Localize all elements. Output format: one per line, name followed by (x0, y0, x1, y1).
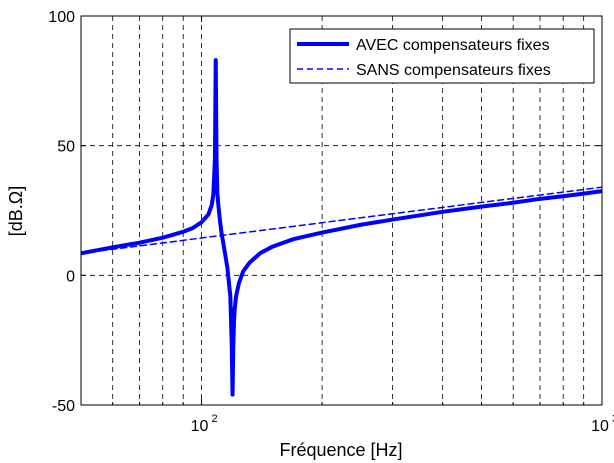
legend-label-sans: SANS compensateurs fixes (356, 62, 551, 79)
y-axis-label: [dB.Ω] (6, 186, 26, 236)
x-axis-label: Fréquence [Hz] (279, 440, 402, 460)
y-tick-label: 50 (57, 139, 75, 156)
x-tick-label: 10 (191, 418, 209, 435)
legend: AVEC compensateurs fixes SANS compensate… (290, 29, 594, 83)
x-tick-exponent: 2 (212, 413, 218, 425)
y-tick-label: -50 (52, 398, 75, 415)
y-tick-label: 0 (66, 268, 75, 285)
legend-label-avec: AVEC compensateurs fixes (356, 37, 550, 54)
x-tick-label: 10 (591, 418, 609, 435)
y-tick-label: 100 (48, 9, 75, 26)
